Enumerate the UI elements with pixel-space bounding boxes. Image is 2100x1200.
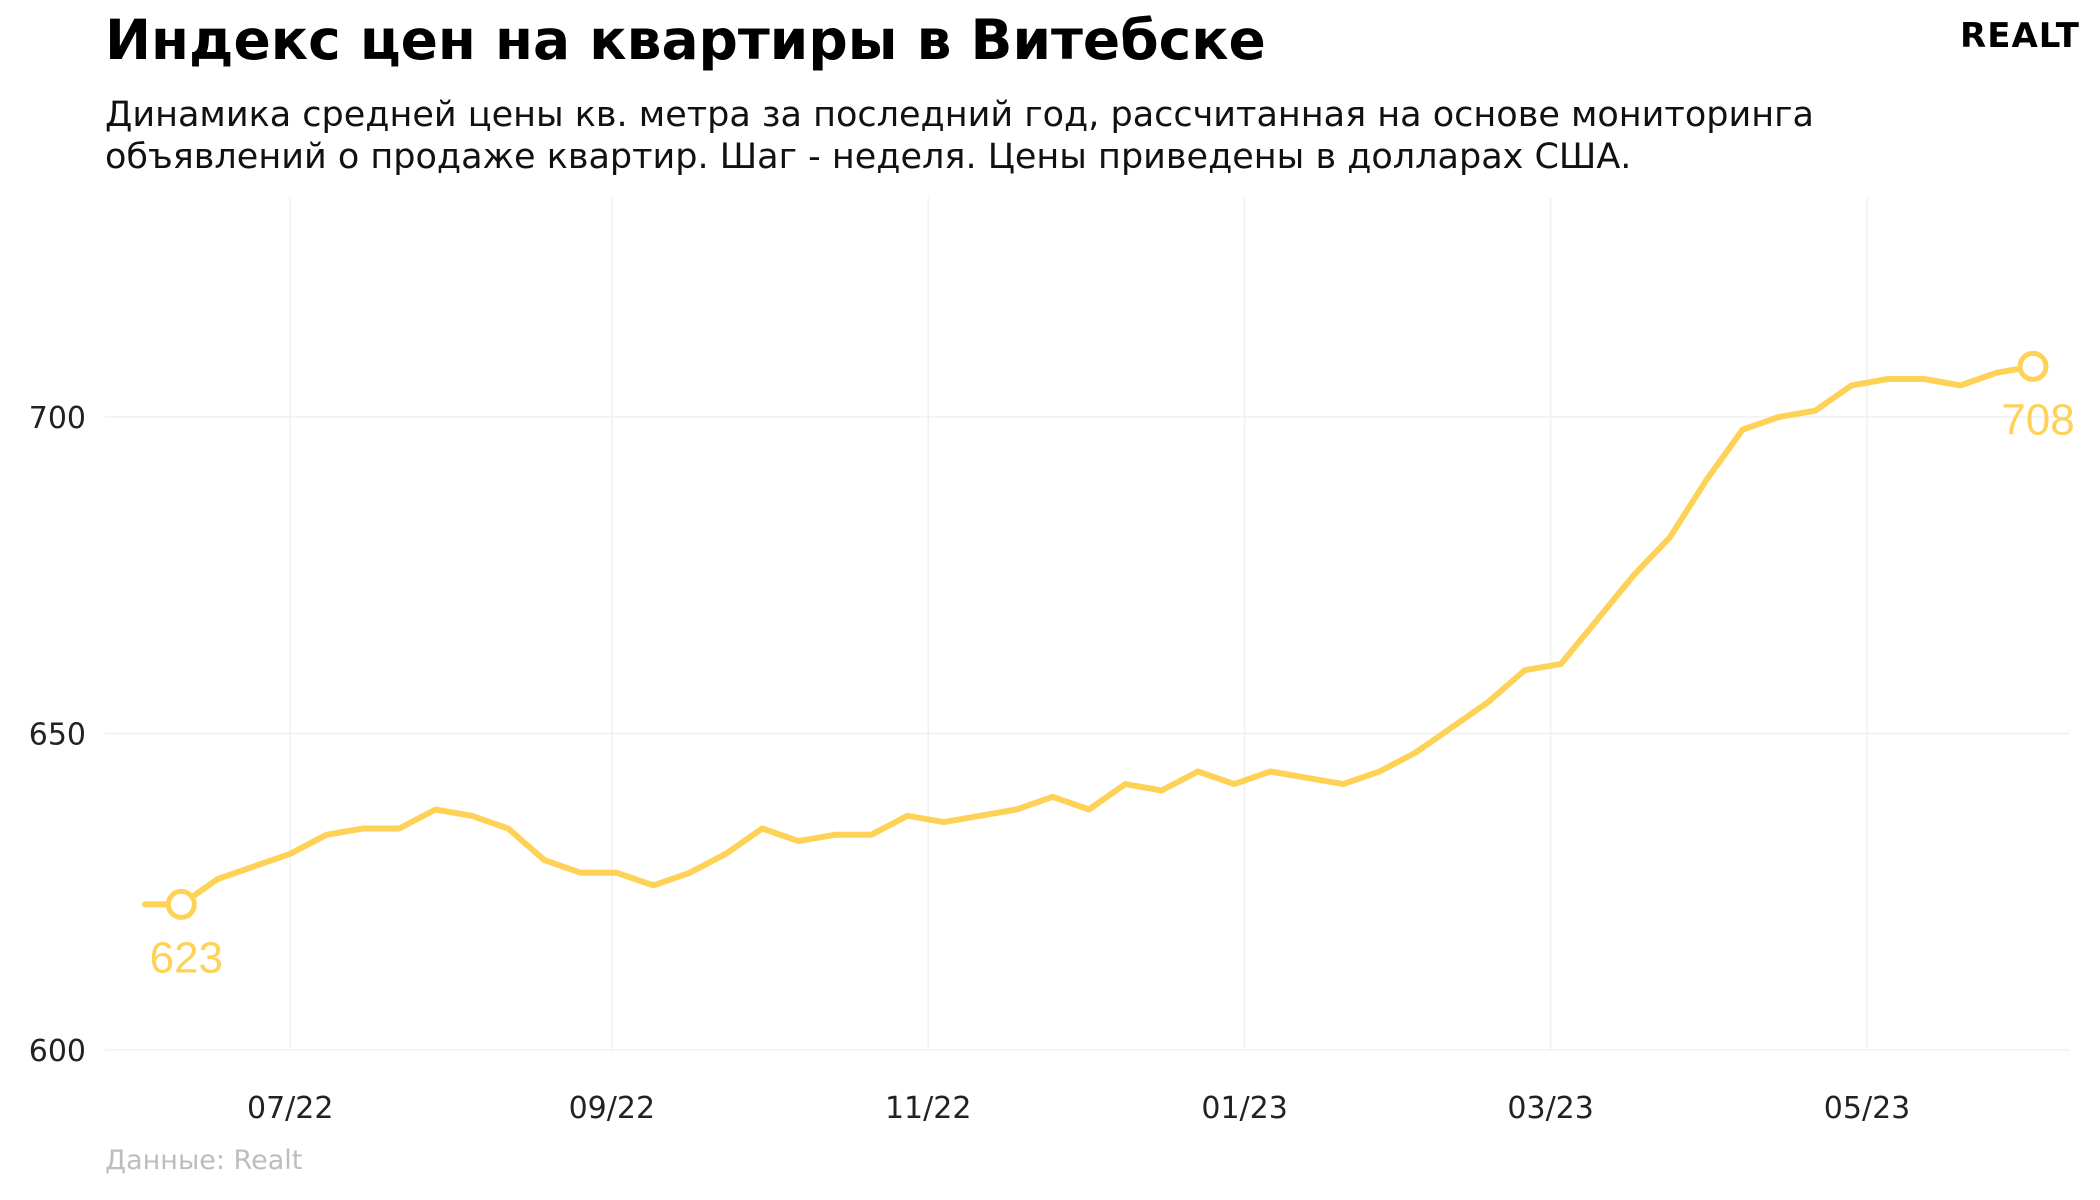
x-axis: 07/22 09/22 11/22 01/23 03/23 05/23 bbox=[247, 1091, 1910, 1126]
annotations: 623 708 bbox=[150, 395, 2075, 982]
chart-title: Индекс цен на квартиры в Витебске bbox=[105, 8, 1266, 72]
y-tick-label: 700 bbox=[29, 401, 86, 436]
y-tick-label: 600 bbox=[29, 1034, 86, 1069]
end-point-marker bbox=[2017, 350, 2049, 382]
series-line bbox=[142, 363, 2036, 908]
x-tick-label: 07/22 bbox=[247, 1091, 333, 1126]
realt-logo: REALT bbox=[1960, 16, 2080, 56]
x-tick-label: 01/23 bbox=[1201, 1091, 1287, 1126]
x-tick-label: 05/23 bbox=[1824, 1091, 1910, 1126]
y-tick-label: 650 bbox=[29, 718, 86, 753]
y-axis: 600 650 700 bbox=[29, 401, 86, 1069]
chart-subtitle: Динамика средней цены кв. метра за после… bbox=[105, 95, 1814, 177]
end-value-label: 708 bbox=[2001, 395, 2074, 444]
x-tick-label: 09/22 bbox=[569, 1091, 655, 1126]
data-source: Данные: Realt bbox=[105, 1145, 303, 1176]
x-tick-label: 03/23 bbox=[1507, 1091, 1593, 1126]
grid-lines bbox=[105, 198, 2070, 1051]
series-layer bbox=[142, 350, 2049, 920]
start-value-label: 623 bbox=[150, 933, 223, 982]
x-tick-label: 11/22 bbox=[885, 1091, 971, 1126]
start-point-marker bbox=[165, 888, 197, 920]
